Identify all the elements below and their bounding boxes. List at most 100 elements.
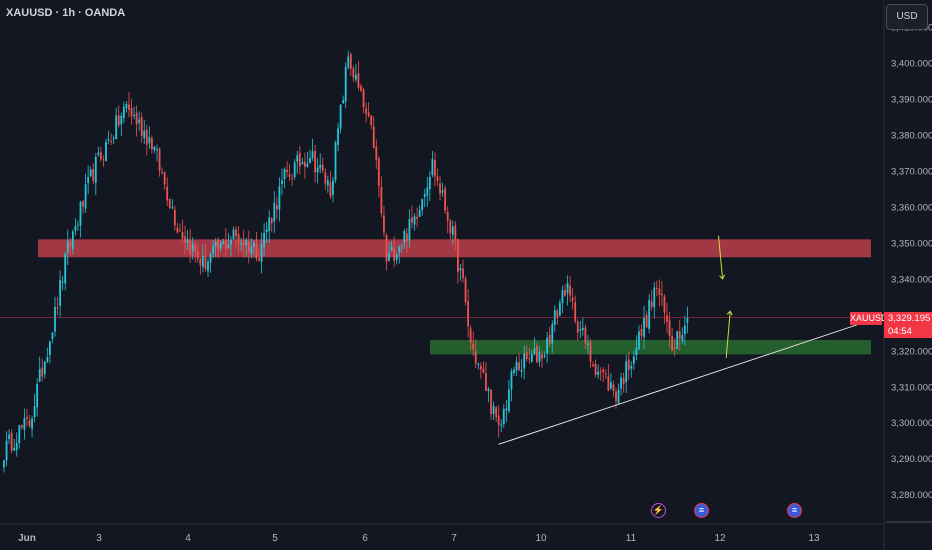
candle-body: [240, 242, 243, 245]
candle-body: [413, 216, 416, 225]
symbol-title: XAUUSD · 1h · OANDA: [6, 7, 126, 19]
candle-body: [515, 362, 518, 371]
candle-body: [602, 369, 605, 373]
x-tick-label: 10: [535, 533, 547, 544]
candle-body: [352, 68, 355, 78]
candle-body: [311, 151, 314, 159]
candle-body: [166, 186, 169, 201]
candle-body: [33, 406, 36, 418]
currency-button[interactable]: USD: [886, 4, 928, 30]
candle-body: [673, 347, 676, 349]
candle-body: [426, 187, 429, 196]
candle-body: [469, 328, 472, 344]
candlestick-series: [3, 50, 689, 473]
candle-body: [224, 240, 227, 250]
candle-body: [212, 246, 214, 254]
candle-body: [36, 384, 39, 408]
candle-body: [508, 389, 510, 412]
candle-body: [643, 317, 645, 337]
candle-body: [681, 335, 684, 341]
candle-body: [301, 162, 304, 165]
candle-body: [543, 355, 546, 357]
x-tick-label: 11: [626, 533, 637, 544]
candle-body: [495, 407, 498, 418]
candle-body: [457, 239, 459, 272]
y-tick-label: 3,280.000: [891, 490, 932, 501]
candle-body: [666, 315, 668, 322]
candle-body: [329, 182, 332, 197]
candle-body: [546, 337, 549, 354]
candle-body: [135, 112, 138, 125]
candle-body: [653, 287, 656, 308]
candle-body: [630, 366, 633, 369]
candle-body: [610, 382, 612, 389]
candle-body: [607, 376, 610, 391]
candle-body: [148, 137, 151, 144]
candle-body: [655, 287, 658, 289]
candle-body: [230, 239, 232, 245]
candle-body: [56, 307, 59, 309]
candle-body: [451, 226, 454, 235]
candle-body: [66, 240, 69, 253]
candle-body: [349, 54, 352, 69]
y-tick-label: 3,320.000: [891, 346, 932, 357]
bar-countdown: 04:54: [888, 326, 912, 337]
candle-body: [171, 207, 174, 209]
y-tick-label: 3,400.000: [891, 59, 932, 70]
last-price-label: 3,329.195 04:54: [884, 312, 932, 338]
x-tick-label: Jun: [18, 533, 36, 544]
candle-body: [140, 116, 143, 136]
candle-body: [339, 104, 342, 129]
candle-body: [454, 225, 457, 241]
lightning-icon[interactable]: ⚡: [651, 503, 666, 518]
y-tick-label: 3,300.000: [891, 418, 932, 429]
candle-body: [189, 240, 192, 254]
candle-body: [314, 151, 316, 173]
candle-body: [523, 353, 526, 369]
candle-body: [500, 424, 503, 426]
y-tick-label: 3,360.000: [891, 202, 932, 213]
us-flag-icon[interactable]: ≡: [787, 503, 802, 518]
candle-body: [439, 183, 441, 194]
candle-body: [597, 371, 600, 375]
resistance-zone: [38, 239, 871, 258]
candle-body: [638, 331, 640, 350]
candle-body: [242, 241, 245, 246]
candle-body: [635, 347, 638, 356]
candle-body: [112, 138, 115, 140]
candle-body: [615, 391, 617, 402]
candle-body: [620, 377, 622, 389]
candle-body: [482, 368, 485, 374]
arrow-up-shaft: [725, 311, 731, 359]
candle-body: [395, 254, 398, 260]
candle-body: [20, 425, 23, 428]
candle-body: [270, 218, 273, 224]
candle-body: [298, 152, 301, 167]
candle-body: [41, 367, 44, 377]
last-price-value: 3,329.195: [888, 313, 931, 324]
candle-body: [332, 180, 334, 195]
candle-body: [120, 115, 123, 125]
candle-body: [398, 246, 401, 253]
candle-body: [161, 172, 163, 174]
candle-body: [179, 230, 181, 232]
candle-body: [250, 246, 253, 254]
trendline: [498, 317, 877, 445]
y-tick-label: 3,390.000: [891, 95, 932, 106]
candle-body: [128, 104, 130, 110]
candle-body: [370, 115, 373, 125]
candle-body: [59, 279, 61, 306]
candle-body: [107, 139, 110, 141]
candle-body: [380, 186, 383, 214]
candle-body: [383, 215, 385, 233]
candle-body: [214, 242, 217, 247]
candle-body: [143, 130, 146, 139]
us-flag-icon[interactable]: ≡: [694, 503, 709, 518]
candle-body: [46, 357, 49, 362]
candle-body: [84, 184, 87, 209]
y-tick-label: 3,350.000: [891, 238, 932, 249]
candle-body: [181, 231, 184, 239]
candle-body: [199, 258, 202, 266]
candle-body: [663, 296, 666, 313]
